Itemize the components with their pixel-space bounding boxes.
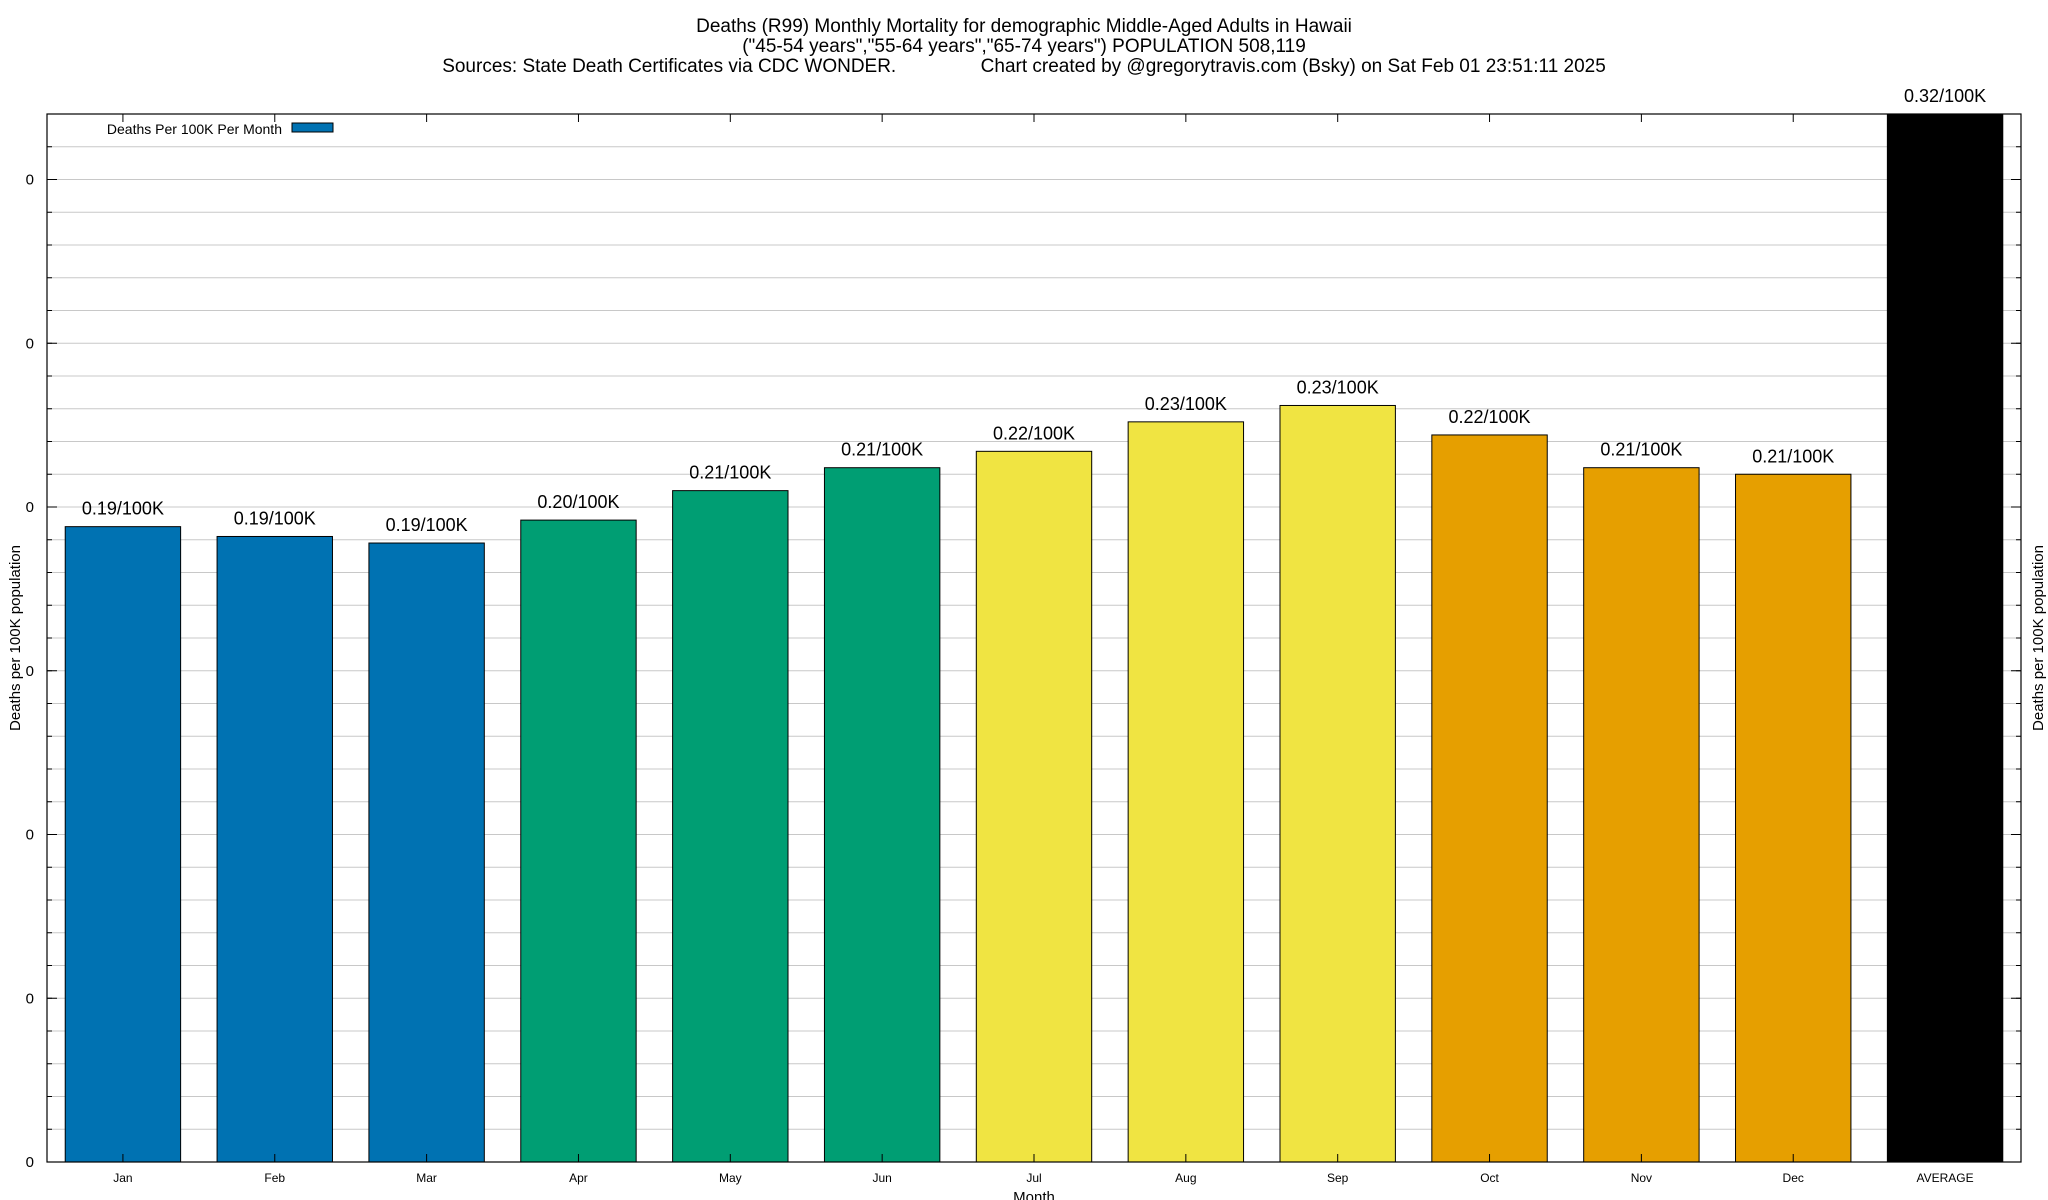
data-label-jan: 0.19/100K <box>82 499 164 519</box>
legend-label: Deaths Per 100K Per Month <box>107 121 282 137</box>
y-tick-label: 0 <box>26 990 34 1007</box>
data-label-nov: 0.21/100K <box>1600 440 1682 460</box>
data-label-may: 0.21/100K <box>689 463 771 483</box>
x-tick-label: Feb <box>264 1171 285 1185</box>
bars <box>64 113 2004 1163</box>
chart-source-line: Sources: State Death Certificates via CD… <box>442 56 1606 77</box>
x-tick-label: May <box>719 1171 742 1185</box>
y-tick-label: 0 <box>26 1154 34 1171</box>
x-tick-label: Jan <box>113 1171 132 1185</box>
y-tick-label: 0 <box>26 827 34 844</box>
data-label-average: 0.32/100K <box>1904 86 1986 106</box>
x-tick-label: Jun <box>872 1171 891 1185</box>
x-axis-label: Month <box>1013 1189 1055 1200</box>
y-tick-label: 0 <box>26 499 34 516</box>
x-tick-label: Sep <box>1327 1171 1349 1185</box>
chart-subtitle: ("45-54 years","55-64 years","65-74 year… <box>742 36 1306 57</box>
x-tick-label: Dec <box>1783 1171 1804 1185</box>
bar-sep <box>1279 404 1396 1163</box>
y-tick-label: 0 <box>26 335 34 352</box>
bar-may <box>672 490 789 1163</box>
y-tick-label: 0 <box>26 663 34 680</box>
bar-aug <box>1127 421 1245 1163</box>
axis-ticks: 0 0 0 0 0 0 0 Jan Feb Mar Apr May Jun Jul Aug Sep Oct Nov… <box>26 114 2021 1185</box>
data-label-oct: 0.22/100K <box>1448 407 1530 427</box>
bar-apr <box>520 519 637 1163</box>
x-tick-label: AVERAGE <box>1917 1171 1974 1185</box>
y-tick-label: 0 <box>26 172 34 189</box>
data-label-aug: 0.23/100K <box>1145 394 1227 414</box>
data-label-jul: 0.22/100K <box>993 423 1075 443</box>
legend: Deaths Per 100K Per Month <box>107 121 334 137</box>
data-label-apr: 0.20/100K <box>537 492 619 512</box>
data-labels: 0.19/100K 0.19/100K 0.19/100K 0.20/100K 0.21… <box>82 86 1986 535</box>
x-tick-label: Nov <box>1631 1171 1652 1185</box>
bar-feb <box>216 535 333 1163</box>
x-tick-label: Jul <box>1026 1171 1041 1185</box>
chart-title: Deaths (R99) Monthly Mortality for demog… <box>696 16 1352 37</box>
x-tick-label: Apr <box>569 1171 588 1185</box>
bar-jun <box>823 467 941 1163</box>
legend-swatch <box>291 122 334 133</box>
bar-jan <box>64 526 182 1163</box>
bar-oct <box>1431 434 1548 1163</box>
y-axis-label: Deaths per 100K population <box>7 545 24 731</box>
data-label-dec: 0.21/100K <box>1752 446 1834 466</box>
data-label-mar: 0.19/100K <box>386 515 468 535</box>
bar-mar <box>368 542 485 1163</box>
bar-jul <box>975 450 1093 1163</box>
data-label-sep: 0.23/100K <box>1297 377 1379 397</box>
bar-dec <box>1735 473 1852 1163</box>
x-tick-label: Oct <box>1480 1171 1499 1185</box>
x-tick-label: Aug <box>1175 1171 1196 1185</box>
bar-average <box>1886 113 2004 1163</box>
data-label-jun: 0.21/100K <box>841 440 923 460</box>
plot-frame <box>46 113 2022 1163</box>
data-label-feb: 0.19/100K <box>234 508 316 528</box>
y-axis-label-right: Deaths per 100K population <box>2030 545 2047 731</box>
bar-nov <box>1583 467 1700 1163</box>
x-tick-label: Mar <box>416 1171 437 1185</box>
